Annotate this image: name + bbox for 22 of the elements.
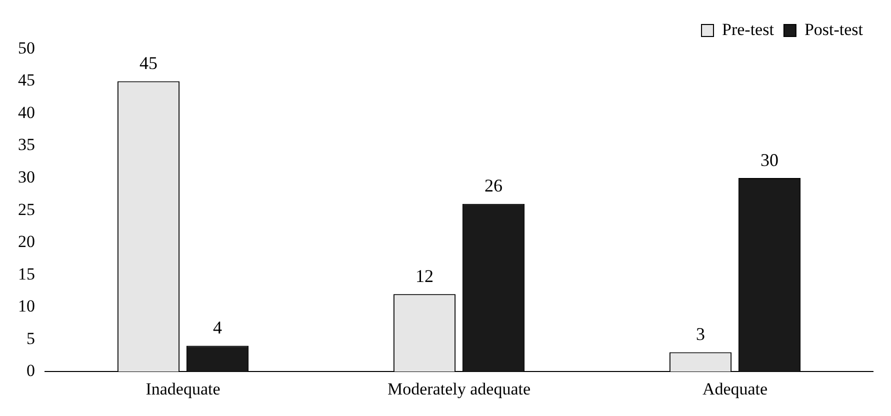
y-tick-label: 45 xyxy=(18,70,35,90)
y-tick-label: 10 xyxy=(18,296,35,316)
data-label: 30 xyxy=(760,150,778,170)
x-tick-label: Adequate xyxy=(702,379,768,398)
data-label: 3 xyxy=(696,324,705,344)
y-tick-label: 35 xyxy=(18,135,35,154)
data-label: 45 xyxy=(140,52,158,73)
x-tick-label: Inadequate xyxy=(146,379,220,398)
legend-label: Pre-test xyxy=(722,20,774,39)
x-tick-label: Moderately adequate xyxy=(387,379,531,398)
y-tick-label: 25 xyxy=(18,200,35,219)
y-tick-label: 20 xyxy=(18,232,35,252)
y-tick-label: 50 xyxy=(18,38,35,58)
y-tick-label: 30 xyxy=(18,168,35,187)
data-label: 12 xyxy=(416,266,434,286)
legend-label: Post-test xyxy=(804,20,864,39)
data-label: 4 xyxy=(213,318,222,338)
y-tick-label: 15 xyxy=(18,264,35,284)
y-tick-label: 40 xyxy=(18,102,35,122)
y-tick-label: 5 xyxy=(26,328,35,348)
data-label: 26 xyxy=(484,176,502,196)
y-tick-label: 0 xyxy=(26,361,35,380)
